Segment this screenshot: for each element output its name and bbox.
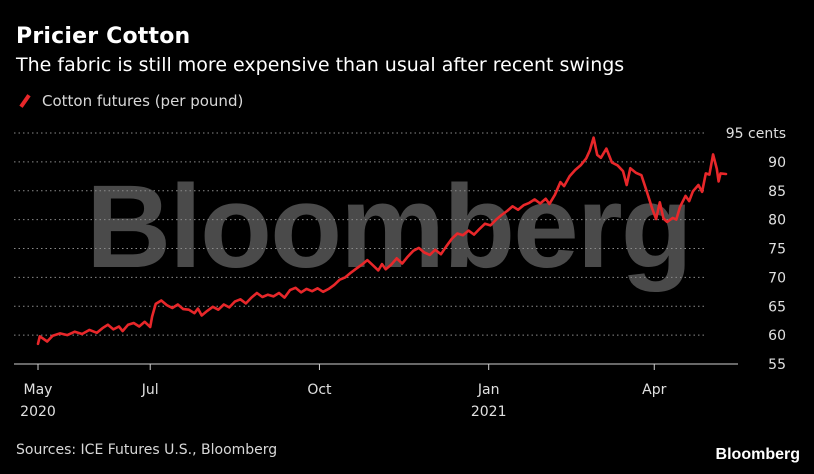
y-tick-label-80: 80 <box>768 213 786 229</box>
y-tick-label-75: 75 <box>768 242 786 258</box>
x-tick-label-jul: Jul <box>141 382 159 398</box>
y-tick-label-70: 70 <box>768 270 786 286</box>
y-tick-label-95: 95 cents <box>726 126 786 142</box>
series-line-0 <box>36 136 728 346</box>
bloomberg-logo: Bloomberg <box>715 446 800 463</box>
source-note: Sources: ICE Futures U.S., Bloomberg <box>16 442 278 458</box>
y-tick-label-85: 85 <box>768 184 786 200</box>
y-tick-label-90: 90 <box>768 155 786 171</box>
chart-subtitle: The fabric is still more expensive than … <box>16 54 625 76</box>
y-tick-label-55: 55 <box>768 357 786 373</box>
x-tick-label-oct: Oct <box>307 382 332 398</box>
legend-label: Cotton futures (per pound) <box>42 92 244 110</box>
x-tick-label-may: May <box>24 382 53 398</box>
x-tick-year-2020: 2020 <box>20 404 56 420</box>
chart-title: Pricier Cotton <box>16 24 191 49</box>
x-tick-label-apr: Apr <box>642 382 666 398</box>
legend: Cotton futures (per pound) <box>16 92 243 110</box>
y-tick-label-65: 65 <box>768 299 786 315</box>
x-tick-label-jan: Jan <box>477 382 500 398</box>
x-tick-year-2021: 2021 <box>471 404 507 420</box>
y-tick-label-60: 60 <box>768 328 786 344</box>
